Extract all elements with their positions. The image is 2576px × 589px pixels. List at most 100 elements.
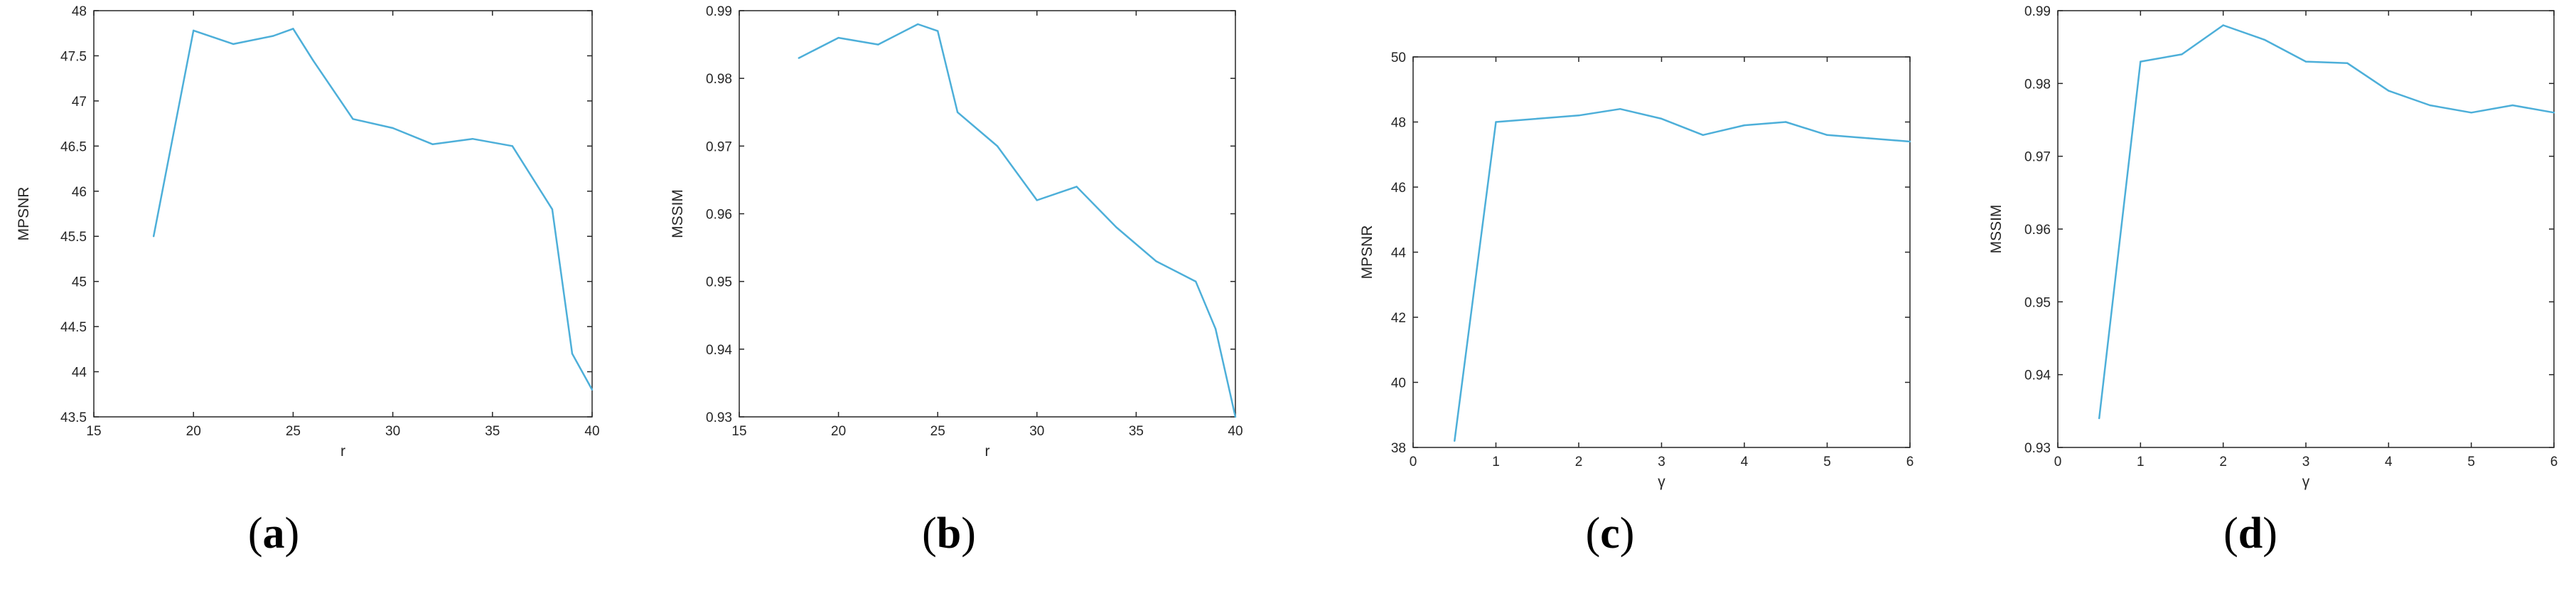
y-tick-label: 46	[72, 185, 87, 200]
panel-letter: a	[263, 509, 285, 558]
data-point	[2388, 90, 2390, 92]
panel-letter: c	[1600, 509, 1620, 558]
data-point	[471, 137, 473, 140]
y-tick-label: 47	[72, 95, 87, 110]
x-axis-label: γ	[1658, 474, 1665, 490]
x-tick-label: 1	[1492, 455, 1500, 469]
plot-area	[2057, 10, 2555, 448]
data-point	[591, 388, 594, 391]
y-tick-label: 0.93	[2024, 441, 2051, 456]
x-tick-label: 35	[1129, 424, 1144, 439]
data-point	[1075, 186, 1078, 188]
y-tick-label: 42	[1391, 311, 1406, 326]
y-axis-label: MPSNR	[1359, 225, 1375, 280]
y-tick-label: 44.5	[60, 320, 87, 335]
data-point	[1660, 117, 1663, 120]
panel-letter: b	[937, 509, 961, 558]
data-point	[1867, 137, 1869, 139]
data-point	[2346, 62, 2349, 64]
series-line	[1454, 107, 1911, 441]
data-point	[2470, 112, 2472, 114]
data-point	[1036, 199, 1039, 201]
chart-panel-a: 15 20 25 30 35 40 43.5 44 44.5 45 45.5 46 46.5 47 47.5…	[16, 4, 600, 558]
x-tick-label: 2	[1575, 455, 1583, 469]
y-tick-label: 43.5	[60, 410, 87, 425]
x-tick-label: 25	[930, 424, 945, 439]
y-tick-label: 0.95	[706, 275, 732, 290]
y-tick-label: 0.97	[2024, 150, 2051, 165]
y-tick-label: 0.98	[2024, 77, 2051, 92]
data-point	[551, 208, 554, 211]
data-point	[2429, 104, 2431, 107]
x-tick-label: 30	[1029, 424, 1044, 439]
x-tick-label: 0	[2054, 455, 2062, 469]
data-point	[193, 29, 195, 32]
x-axis-label: r	[985, 443, 990, 460]
data-point	[2181, 53, 2183, 55]
x-tick-label: 15	[86, 424, 101, 439]
y-tick-label: 0.94	[706, 343, 732, 358]
x-tick-label: 5	[1823, 455, 1831, 469]
data-point	[837, 36, 839, 39]
y-tick-label: 40	[1391, 376, 1406, 391]
y-tick-label: 50	[1391, 51, 1406, 65]
data-point	[1909, 140, 1911, 143]
y-tick-label: 47.5	[60, 49, 87, 64]
x-tick-label: 0	[1410, 455, 1417, 469]
data-point	[1155, 260, 1157, 262]
y-tick-label: 0.96	[706, 208, 732, 223]
data-point	[431, 143, 434, 145]
y-axis-label: MSSIM	[670, 189, 686, 238]
x-tick-label: 40	[1228, 424, 1243, 439]
data-point	[571, 352, 574, 355]
x-tick-label: 1	[2137, 455, 2145, 469]
data-point	[272, 35, 274, 37]
data-point	[917, 23, 919, 26]
chart-panel-c: 0 1 2 3 4 5 6 38 40 42 44 46 48 50 γ MPSNR (c)	[1359, 51, 1914, 558]
data-point	[312, 59, 314, 61]
x-tick-label: 5	[2467, 455, 2475, 469]
x-tick-label: 35	[485, 424, 500, 439]
data-point	[1454, 440, 1456, 442]
data-point	[2511, 104, 2514, 107]
data-point	[511, 145, 514, 147]
data-point	[1577, 115, 1580, 117]
y-axis-label: MSSIM	[1988, 205, 2005, 254]
x-tick-label: 6	[1906, 455, 1914, 469]
data-point	[232, 43, 235, 46]
data-point	[1495, 121, 1497, 123]
y-tick-label: 48	[72, 4, 87, 19]
x-tick-label: 4	[1741, 455, 1749, 469]
x-tick-label: 6	[2550, 455, 2558, 469]
data-point	[1234, 415, 1237, 418]
plot-area	[93, 10, 593, 418]
data-point	[2553, 112, 2555, 114]
chart-panel-d: 0 1 2 3 4 5 6 0.93 0.94 0.95 0.96 0.97 0.98 0.99 γ MSSI…	[1988, 4, 2558, 558]
y-tick-label: 45	[72, 275, 87, 290]
data-point	[1115, 226, 1117, 228]
x-tick-label: 20	[831, 424, 846, 439]
x-tick-label: 30	[385, 424, 400, 439]
data-point	[392, 127, 394, 129]
panel-letter: d	[2238, 509, 2263, 558]
data-point	[1214, 328, 1217, 330]
data-point	[996, 145, 999, 147]
data-point	[2263, 38, 2266, 41]
y-tick-label: 46.5	[60, 139, 87, 154]
x-tick-label: 20	[186, 424, 201, 439]
data-point	[2140, 60, 2142, 63]
data-point	[1785, 121, 1787, 123]
y-axis-label: MPSNR	[16, 187, 32, 241]
data-point	[1536, 117, 1538, 120]
panel-caption: (b)	[922, 509, 976, 558]
plot-area	[739, 10, 1236, 418]
y-tick-label: 0.99	[706, 4, 732, 19]
y-tick-label: 0.93	[706, 410, 732, 425]
series-line	[798, 23, 1237, 418]
panel-caption: (c)	[1586, 509, 1635, 558]
data-point	[2222, 24, 2224, 26]
data-point	[2098, 417, 2100, 420]
panel-caption: (d)	[2223, 509, 2277, 558]
x-axis-label: γ	[2302, 474, 2310, 490]
